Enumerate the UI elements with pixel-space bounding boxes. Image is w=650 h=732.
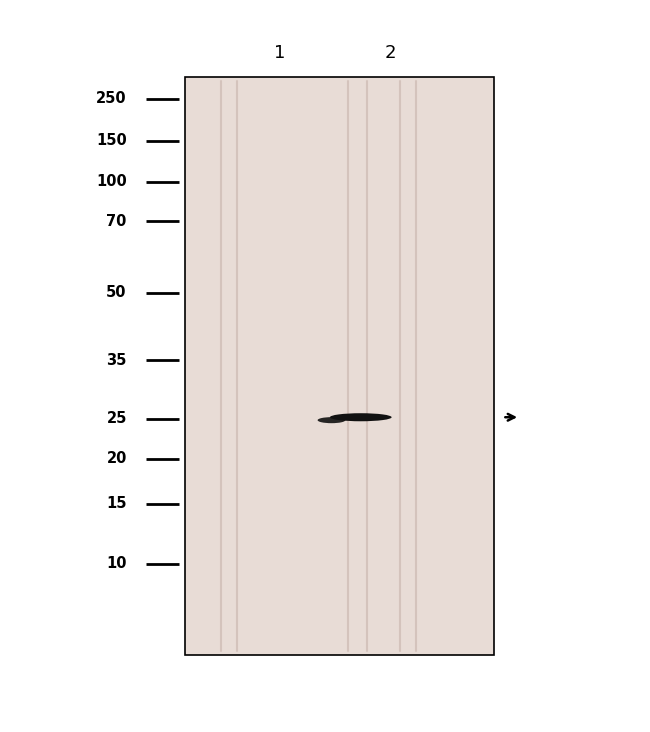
Bar [185,77,494,655]
Text: 10: 10 [106,556,127,571]
Text: 1: 1 [274,44,285,61]
Text: 15: 15 [106,496,127,511]
Ellipse shape [318,417,345,423]
Text: 70: 70 [107,214,127,228]
Ellipse shape [330,413,391,421]
Text: 35: 35 [107,353,127,367]
Text: 25: 25 [107,411,127,426]
Text: 50: 50 [106,285,127,300]
Text: 2: 2 [384,44,396,61]
Text: 250: 250 [96,92,127,106]
Text: 20: 20 [107,452,127,466]
Text: 100: 100 [96,174,127,189]
Text: 150: 150 [96,133,127,148]
